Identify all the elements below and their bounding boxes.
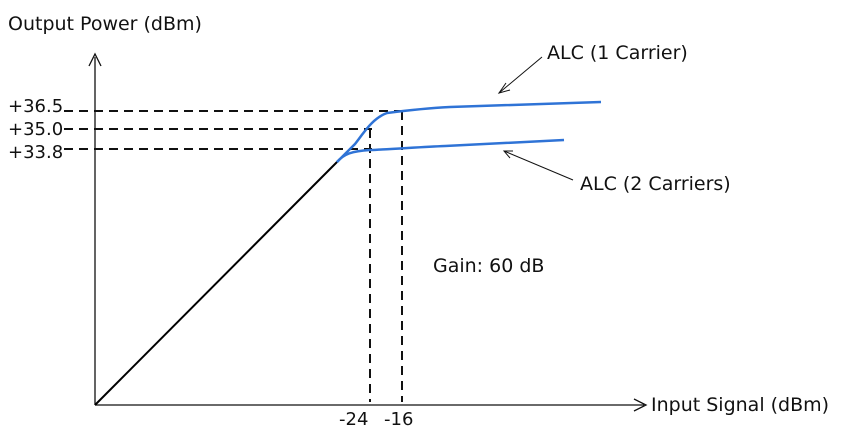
alc-1-carrier-curve	[336, 100, 602, 163]
x-tick-minus-24: -24	[339, 409, 368, 430]
linear-gain-line	[94, 161, 338, 406]
alc-1-carrier-label: ALC (1 Carrier)	[547, 42, 688, 64]
y-tick-35-0: +35.0	[8, 119, 63, 140]
alc-2-pointer-arrowhead	[502, 150, 513, 159]
y-tick-36-5: +36.5	[8, 96, 63, 117]
x-tick-minus-16: -16	[384, 409, 413, 430]
gain-label: Gain: 60 dB	[433, 255, 544, 277]
x-axis-arrowhead	[633, 398, 648, 412]
alc-2-carriers-curve	[336, 138, 565, 163]
y-tick-33-8: +33.8	[8, 142, 63, 163]
alc-1-pointer-arrow	[498, 56, 543, 94]
alc-1-pointer-arrowhead	[497, 82, 511, 94]
alc-2-pointer-arrow	[503, 150, 574, 181]
x-axis-title: Input Signal (dBm)	[651, 394, 829, 416]
alc-2-carriers-label: ALC (2 Carriers)	[580, 173, 731, 195]
y-axis-arrowhead	[88, 52, 102, 67]
y-axis-title: Output Power (dBm)	[8, 13, 202, 35]
